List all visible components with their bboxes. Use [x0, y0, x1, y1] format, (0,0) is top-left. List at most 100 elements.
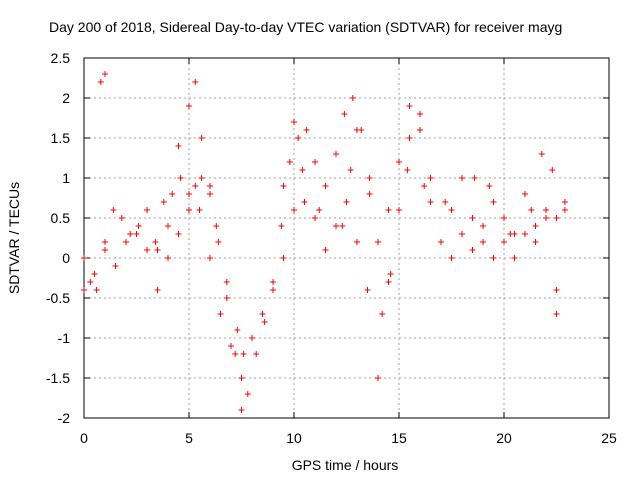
data-point	[261, 319, 268, 325]
data-point	[354, 239, 360, 245]
data-point	[341, 111, 348, 117]
data-point	[347, 167, 354, 173]
data-point	[175, 143, 182, 149]
data-point	[280, 183, 287, 189]
x-tick-label: 25	[601, 430, 617, 446]
data-point	[135, 223, 142, 229]
data-point	[238, 375, 245, 381]
plot-frame	[83, 57, 610, 419]
data-points	[81, 71, 568, 413]
x-axis-label: GPS time / hours	[292, 457, 399, 473]
data-point	[223, 295, 230, 301]
data-point	[354, 127, 360, 133]
data-point	[238, 407, 245, 413]
data-point	[501, 239, 507, 245]
y-tick-label: 0	[62, 250, 70, 266]
data-point	[387, 271, 394, 277]
data-point	[349, 95, 356, 101]
data-point	[91, 271, 98, 277]
data-point	[543, 207, 549, 213]
data-point	[507, 231, 514, 237]
data-point	[280, 255, 287, 261]
data-point	[278, 223, 285, 229]
data-point	[123, 239, 129, 245]
data-point	[192, 183, 199, 189]
y-tick-label: -1.5	[46, 370, 70, 386]
data-point	[501, 215, 507, 221]
y-axis-label: SDTVAR / TECUs	[6, 182, 22, 294]
data-point	[286, 159, 293, 165]
data-point	[154, 287, 161, 293]
data-point	[240, 351, 247, 357]
data-point	[196, 207, 203, 213]
data-point	[427, 199, 434, 205]
data-point	[522, 231, 528, 237]
x-tick-label: 0	[80, 430, 88, 446]
series-track-b	[81, 127, 568, 381]
data-point	[270, 287, 276, 293]
data-point	[333, 151, 339, 157]
x-tick-label: 10	[286, 430, 302, 446]
data-point	[406, 135, 413, 141]
data-point	[421, 183, 428, 189]
y-tick-label: -1	[58, 330, 71, 346]
data-point	[511, 255, 518, 261]
data-point	[154, 247, 161, 253]
data-point	[471, 175, 478, 181]
data-point	[312, 215, 318, 221]
data-point	[198, 135, 205, 141]
data-point	[186, 191, 192, 197]
x-tick-label: 15	[391, 430, 407, 446]
y-tick-label: 2.5	[51, 50, 71, 66]
x-tick-label: 5	[185, 430, 193, 446]
data-point	[112, 263, 119, 269]
data-point	[379, 311, 386, 317]
data-point	[532, 223, 539, 229]
data-point	[490, 255, 497, 261]
data-point	[299, 167, 306, 173]
data-point	[165, 223, 171, 229]
data-point	[93, 287, 100, 293]
chart-title: Day 200 of 2018, Sidereal Day-to-day VTE…	[49, 19, 562, 35]
data-point	[102, 71, 108, 77]
data-point	[538, 151, 545, 157]
data-point	[385, 207, 392, 213]
data-point	[270, 279, 276, 285]
x-tick-labels: 0 5 10 15 20 25	[80, 430, 617, 446]
data-point	[234, 327, 241, 333]
data-point	[144, 247, 150, 253]
data-point	[215, 239, 222, 245]
data-point	[198, 175, 205, 181]
data-point	[177, 175, 184, 181]
data-point	[459, 231, 465, 237]
data-point	[87, 279, 94, 285]
data-point	[169, 191, 176, 197]
data-point	[404, 167, 411, 173]
data-point	[438, 239, 444, 245]
data-point	[385, 279, 392, 285]
data-point	[207, 191, 213, 197]
y-tick-label: 0.5	[51, 210, 71, 226]
data-point	[118, 215, 125, 221]
data-point	[144, 207, 150, 213]
data-point	[375, 239, 381, 245]
data-point	[133, 231, 140, 237]
data-point	[249, 335, 255, 341]
data-point	[561, 207, 568, 213]
y-tick-label: -0.5	[46, 290, 70, 306]
data-point	[295, 135, 302, 141]
data-point	[217, 311, 224, 317]
data-point	[291, 119, 297, 125]
series-track-a	[81, 95, 568, 413]
data-point	[396, 159, 402, 165]
data-point	[97, 79, 104, 85]
data-point	[469, 215, 476, 221]
data-point	[532, 239, 539, 245]
data-point	[543, 215, 549, 221]
data-point	[322, 247, 329, 253]
series-track-c	[97, 71, 560, 357]
data-point	[448, 255, 455, 261]
data-point	[312, 159, 318, 165]
data-point	[207, 183, 213, 189]
